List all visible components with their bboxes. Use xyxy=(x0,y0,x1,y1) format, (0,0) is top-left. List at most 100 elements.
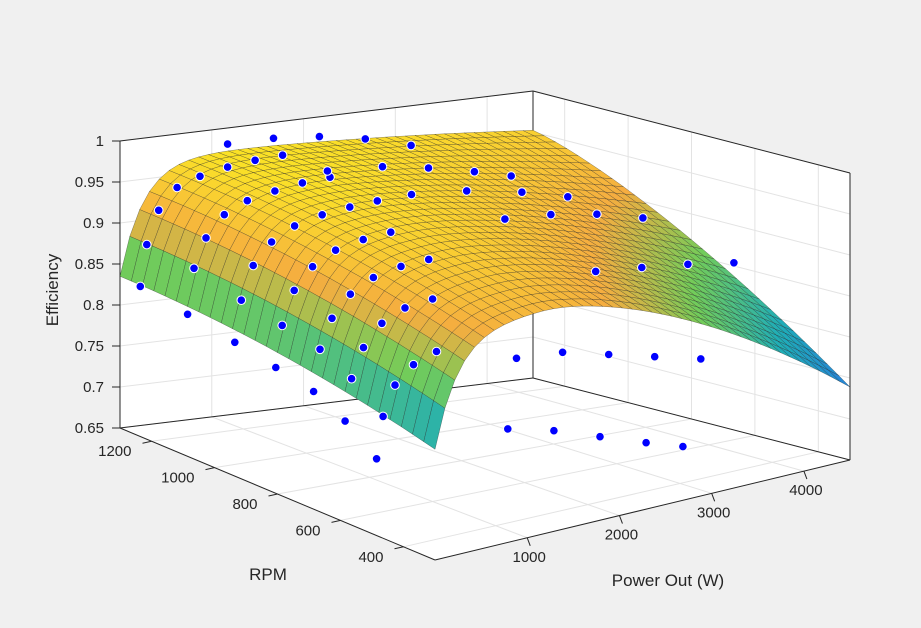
data-point xyxy=(427,294,438,304)
grid-line xyxy=(403,451,819,548)
z-tick-label: 0.7 xyxy=(83,379,104,396)
data-point xyxy=(377,161,388,172)
data-point xyxy=(195,171,205,182)
z-tick-label: 1 xyxy=(96,133,104,150)
tick-mark xyxy=(394,546,404,550)
z-axis-label: Efficiency xyxy=(43,253,62,326)
z-tick-label: 0.65 xyxy=(75,420,104,437)
data-point xyxy=(322,166,333,176)
data-point xyxy=(500,214,510,224)
data-point xyxy=(236,295,247,306)
data-point xyxy=(314,131,325,142)
data-point xyxy=(377,318,387,329)
data-point xyxy=(590,266,601,277)
data-point xyxy=(431,346,442,357)
data-point xyxy=(549,425,559,436)
data-point xyxy=(315,344,325,355)
data-point xyxy=(372,196,383,206)
data-point xyxy=(346,373,357,384)
data-point xyxy=(696,354,706,364)
axis-line xyxy=(532,377,851,461)
tick-mark xyxy=(142,440,152,444)
data-point xyxy=(637,262,647,273)
x-tick-label: 4000 xyxy=(789,482,822,499)
data-point xyxy=(546,209,556,220)
tick-mark xyxy=(618,515,623,524)
data-point xyxy=(649,351,660,362)
data-point xyxy=(503,424,513,434)
data-point xyxy=(368,272,379,283)
y-tick-label: 600 xyxy=(295,522,320,539)
grid-line xyxy=(532,295,851,379)
data-point xyxy=(638,213,648,223)
tick-labels: 0.65 0.7 0.75 0.8 0.85 0.9 0.95 1 400 600 800 1000 1… xyxy=(75,133,823,566)
data-point xyxy=(268,133,279,144)
y-axis-label: RPM xyxy=(249,565,287,584)
data-point xyxy=(297,178,308,188)
grid-line xyxy=(532,131,851,215)
data-point xyxy=(142,239,152,250)
data-point xyxy=(153,205,164,216)
data-point xyxy=(506,171,517,181)
data-point xyxy=(563,192,573,202)
y-tick-label: 1200 xyxy=(98,443,131,460)
data-point xyxy=(222,139,233,149)
axis-line xyxy=(119,90,534,142)
data-point xyxy=(386,227,396,237)
y-tick-label: 800 xyxy=(232,496,257,513)
data-point xyxy=(358,342,369,353)
tick-mark xyxy=(268,493,278,497)
z-tick-label: 0.85 xyxy=(75,256,104,273)
data-point xyxy=(230,337,240,348)
data-point xyxy=(683,259,693,270)
data-point xyxy=(345,289,356,300)
measured-points xyxy=(135,131,739,464)
data-point xyxy=(266,237,277,247)
data-point xyxy=(603,349,614,360)
data-point xyxy=(469,166,480,177)
data-point xyxy=(400,303,410,313)
grid-line xyxy=(151,385,565,442)
data-point xyxy=(408,359,419,370)
data-point xyxy=(222,162,233,172)
tick-mark xyxy=(526,537,531,546)
data-point xyxy=(308,386,319,397)
surface-cell xyxy=(828,370,851,388)
axis-line xyxy=(532,90,851,174)
z-tick-label: 0.95 xyxy=(75,174,104,191)
data-point xyxy=(201,233,211,243)
x-tick-label: 2000 xyxy=(605,527,638,544)
data-point xyxy=(396,261,406,272)
data-point xyxy=(317,210,328,220)
grid-line xyxy=(532,336,851,420)
y-tick-label: 400 xyxy=(358,549,383,566)
data-point xyxy=(517,187,527,197)
data-point xyxy=(340,416,350,426)
data-point xyxy=(358,234,369,245)
data-point xyxy=(371,454,382,464)
data-point xyxy=(378,411,388,422)
grid-line xyxy=(277,418,692,495)
axis-line xyxy=(434,459,851,561)
tick-mark xyxy=(205,467,215,471)
data-point xyxy=(307,261,318,272)
data-point xyxy=(172,182,182,193)
data-point xyxy=(406,189,417,200)
data-point xyxy=(678,441,688,452)
data-point xyxy=(248,260,258,271)
data-point xyxy=(592,209,602,219)
data-point xyxy=(327,313,337,324)
data-point xyxy=(511,353,522,364)
data-point xyxy=(250,155,260,166)
data-point xyxy=(270,186,280,196)
tick-mark xyxy=(803,470,808,480)
data-point xyxy=(595,431,605,442)
tick-mark xyxy=(711,493,716,502)
data-point xyxy=(390,380,400,390)
data-point xyxy=(219,209,230,220)
data-point xyxy=(423,163,434,173)
x-tick-label: 1000 xyxy=(513,549,546,566)
data-point xyxy=(360,134,371,144)
data-point xyxy=(277,320,288,331)
